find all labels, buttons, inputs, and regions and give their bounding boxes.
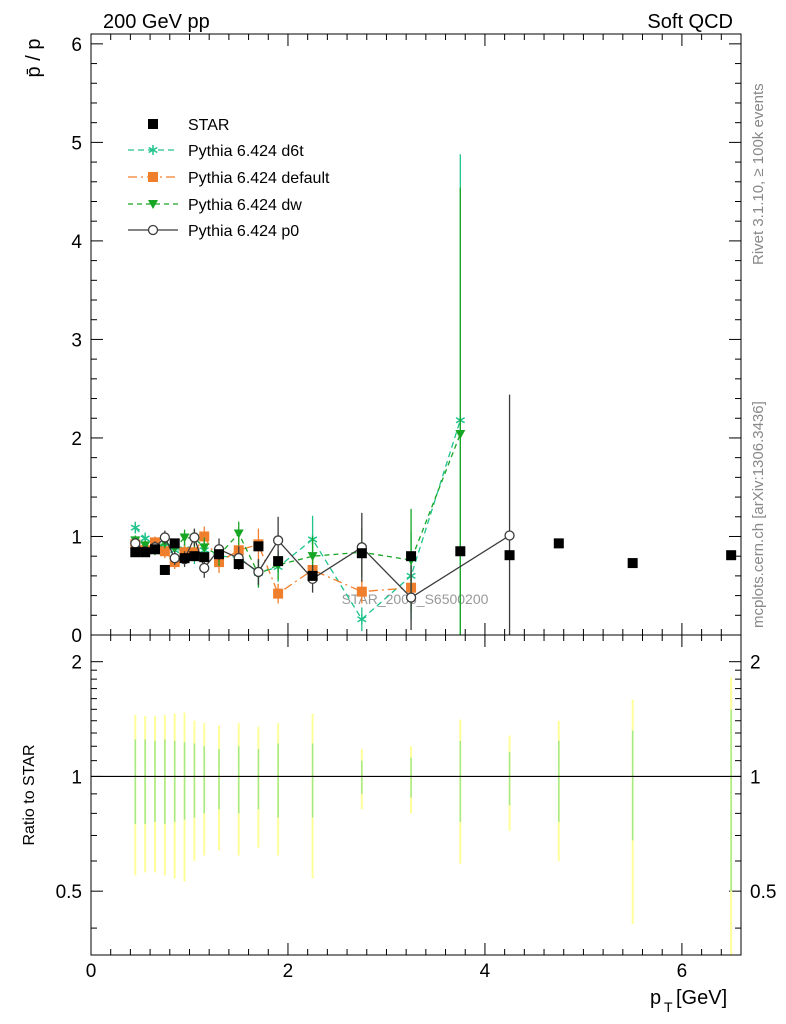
x-axis-label: p T [GeV] [650, 987, 727, 1015]
ratio-y-tick-label-right: 2 [750, 653, 761, 674]
legend-item: Pythia 6.424 d6t [128, 143, 304, 160]
legend-marker [148, 145, 158, 155]
data-point [214, 549, 225, 560]
x-tick-label: 6 [677, 961, 688, 982]
ratio-y-tick-label-right: 0.5 [750, 882, 776, 903]
data-point [455, 430, 466, 440]
data-point [627, 558, 638, 569]
data-point [179, 553, 190, 564]
series-pythia-6-424-dw [130, 187, 466, 635]
data-point [406, 551, 417, 562]
legend-item: Pythia 6.424 default [128, 170, 330, 187]
data-point [130, 547, 141, 558]
ratio-y-tick-label: 0.5 [56, 882, 82, 903]
data-point [159, 532, 171, 543]
x-axis-label-unit: [GeV] [676, 987, 727, 1009]
data-point [169, 553, 180, 564]
legend-marker [148, 200, 158, 209]
y-tick-label: 3 [71, 330, 82, 351]
data-point [233, 529, 244, 539]
data-point [726, 550, 737, 561]
data-point-stroke [130, 524, 140, 531]
data-point [253, 566, 264, 578]
legend-label: Pythia 6.424 d6t [188, 143, 304, 160]
legend-marker [147, 224, 159, 236]
data-point-stroke [357, 616, 367, 623]
y-tick-label: 0 [71, 626, 82, 647]
data-point [356, 548, 367, 559]
data-point [140, 541, 151, 551]
legend-item: Pythia 6.424 dw [128, 197, 302, 214]
data-point [356, 586, 367, 597]
data-point [169, 538, 180, 549]
ratio-panel: 0 2 4 6 0.5 0.5 1 1 2 2 [56, 634, 776, 982]
data-point [150, 544, 161, 555]
y-tick-label: 4 [71, 232, 82, 253]
series-line [134, 534, 510, 599]
y-tick-label: 5 [71, 133, 82, 154]
legend-marker-stroke [148, 146, 158, 154]
ratio-y-tick-label-right: 1 [750, 767, 761, 788]
data-point [189, 551, 200, 562]
data-point [130, 522, 140, 533]
legend: STAR Pythia 6.424 d6t Pythia 6.424 default… [128, 117, 330, 240]
data-point [307, 570, 318, 581]
x-tick-label: 4 [480, 961, 491, 982]
data-point [130, 538, 141, 549]
data-point [140, 547, 151, 558]
data-point [159, 546, 170, 557]
ratio-y-tick-label: 2 [71, 653, 82, 674]
data-point [159, 564, 170, 575]
series-line [134, 535, 412, 595]
header-right: Soft QCD [647, 11, 733, 33]
legend-label: Pythia 6.424 default [188, 170, 330, 187]
data-point [405, 592, 417, 603]
ratio-y-axis-label: Ratio to STAR [21, 744, 38, 845]
data-point [455, 546, 466, 557]
x-axis-label-p: p [650, 987, 661, 1009]
data-point [273, 556, 284, 567]
header-left: 200 GeV pp [103, 11, 210, 33]
main-panel: 0123456STAR_2006_S6500200 [71, 33, 742, 647]
y-tick-label: 2 [71, 429, 82, 450]
main-y-axis-label: p̄ / p [23, 39, 45, 78]
data-point [357, 614, 367, 625]
legend-label: Pythia 6.424 p0 [188, 223, 299, 240]
legend-item: Pythia 6.424 p0 [128, 223, 299, 240]
data-point [179, 533, 190, 543]
data-point [253, 541, 264, 552]
legend-label: Pythia 6.424 dw [188, 197, 302, 214]
data-point [199, 531, 210, 542]
data-point [199, 562, 210, 574]
x-axis-label-sub: T [664, 999, 673, 1015]
x-tick-label: 2 [283, 961, 294, 982]
legend-item: STAR [148, 117, 229, 134]
ratio-y-tick-label: 1 [71, 767, 82, 788]
data-point [307, 552, 318, 562]
x-tick-label: 0 [86, 961, 97, 982]
ratio-frame [90, 634, 742, 956]
legend-marker [148, 172, 158, 182]
data-point [504, 550, 515, 561]
series-star [130, 538, 737, 581]
data-point [272, 535, 284, 546]
data-point [553, 538, 564, 549]
rivet-version-label: Rivet 3.1.10, ≥ 100k events [750, 83, 767, 265]
data-point [273, 588, 284, 599]
legend-label: STAR [188, 117, 229, 134]
legend-marker [148, 119, 158, 129]
y-tick-label: 1 [71, 527, 82, 548]
data-point [199, 543, 210, 553]
data-point [233, 559, 244, 570]
data-point [189, 532, 200, 543]
data-point-stroke [140, 535, 150, 542]
data-point [199, 552, 210, 563]
y-tick-label: 6 [71, 35, 82, 56]
data-point [504, 530, 515, 541]
mcplots-label: mcplots.cern.ch [arXiv:1306.3436] [750, 401, 767, 628]
